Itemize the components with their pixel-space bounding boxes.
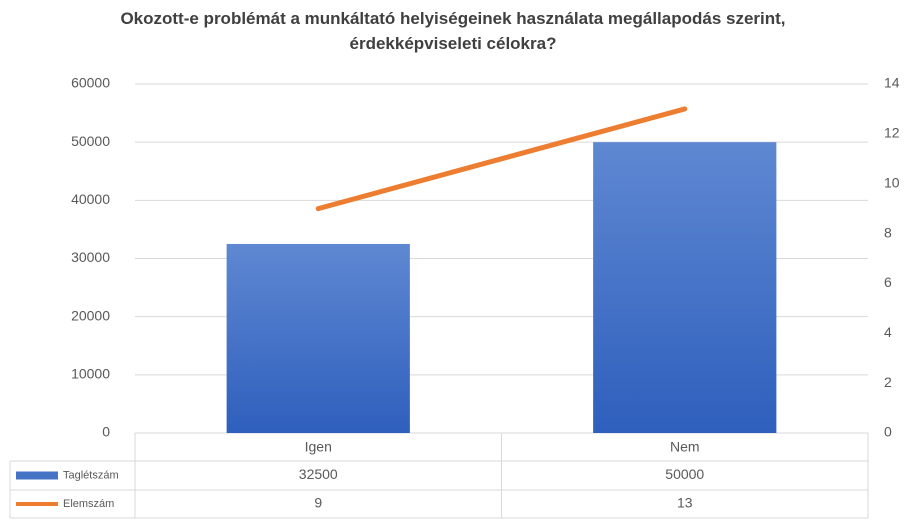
y-tick-label: 60000 (71, 75, 110, 91)
legend-key (16, 471, 58, 480)
y2-tick-label: 8 (884, 224, 892, 240)
y-tick-label: 30000 (71, 249, 110, 265)
table-value: 32500 (299, 466, 338, 482)
y2-tick-label: 10 (884, 174, 900, 190)
table-value: 13 (677, 495, 693, 511)
table-value: 9 (314, 495, 322, 511)
y2-tick-label: 14 (884, 75, 900, 91)
table-value: 50000 (665, 466, 704, 482)
y-tick-label: 10000 (71, 366, 110, 382)
chart-title: Okozott-e problémát a munkáltató helyisé… (120, 9, 786, 53)
line (315, 106, 688, 212)
bar (226, 243, 410, 433)
x-tick-label: Nem (670, 439, 700, 455)
bar (593, 142, 777, 433)
legend-label: Taglétszám (63, 469, 119, 481)
y-tick-label: 20000 (71, 307, 110, 323)
y-tick-label: 0 (102, 424, 110, 440)
y-tick-label: 40000 (71, 191, 110, 207)
y2-tick-label: 2 (884, 374, 892, 390)
legend-label: Elemszám (63, 498, 114, 510)
y-tick-label: 50000 (71, 133, 110, 149)
y2-tick-label: 4 (884, 324, 892, 340)
y2-tick-label: 6 (884, 274, 892, 290)
y2-tick-label: 12 (884, 125, 900, 141)
y2-tick-label: 0 (884, 424, 892, 440)
x-tick-label: Igen (305, 439, 332, 455)
